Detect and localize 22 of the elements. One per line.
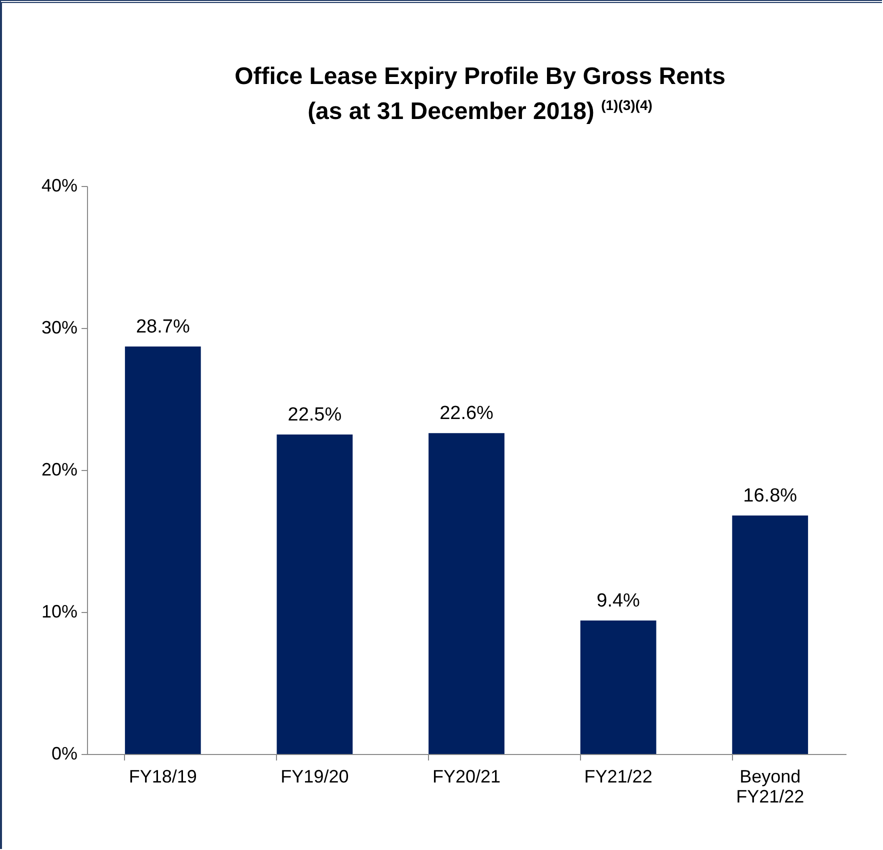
y-tick-label: 40% [41, 176, 78, 196]
y-tick-label: 20% [41, 460, 78, 480]
bar [428, 433, 504, 754]
data-label: 16.8% [743, 485, 798, 506]
data-label: 22.6% [440, 403, 494, 424]
data-label: 9.4% [596, 590, 640, 612]
bar [732, 515, 808, 754]
data-label: 28.7% [136, 316, 190, 338]
bar [276, 434, 353, 754]
chart-title: Office Lease Expiry Profile By Gross Rents [234, 62, 726, 91]
x-tick-label: FY20/21 [432, 766, 501, 786]
y-tick-label: 30% [41, 318, 78, 338]
x-tick-label: FY18/19 [128, 766, 197, 786]
bar [580, 620, 656, 754]
x-tick-label: FY21/22 [584, 766, 652, 786]
x-tick-label: FY19/20 [280, 766, 349, 786]
x-tick-label: Beyond FY21/22 [736, 766, 804, 806]
data-label: 22.5% [288, 404, 342, 426]
chart-subtitle: (as at 31 December 2018) $^{(1)(3)(4)}$ [306, 96, 654, 126]
bar [124, 346, 201, 754]
y-tick-label: 0% [51, 744, 78, 764]
y-tick-label: 10% [41, 602, 78, 622]
